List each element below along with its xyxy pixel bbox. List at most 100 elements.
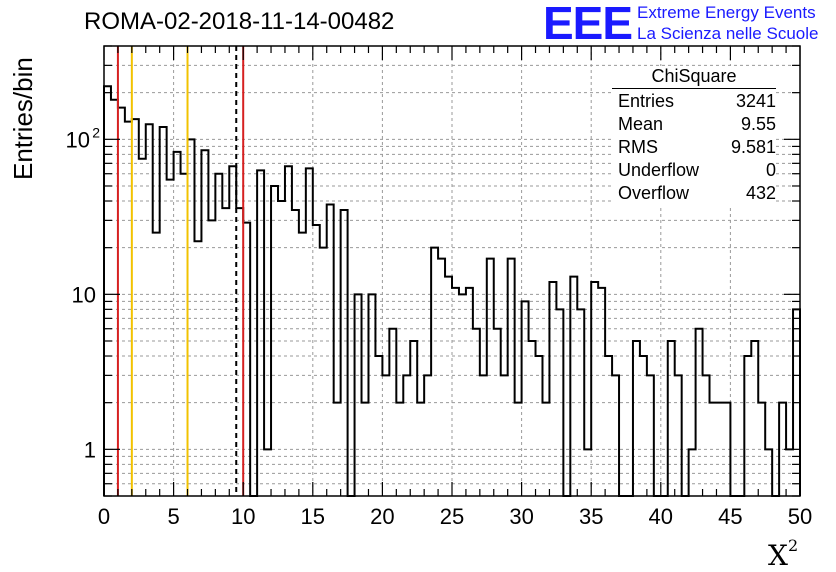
histogram-bin (487, 259, 494, 496)
histogram-bin (716, 403, 723, 496)
histogram-bin (598, 288, 605, 496)
histogram-bin (438, 259, 445, 496)
histogram-bin (132, 119, 139, 496)
histogram-bin (278, 201, 285, 496)
histogram-bin (494, 329, 501, 496)
histogram-bin (368, 294, 375, 496)
histogram-bin (689, 449, 696, 496)
logo-line-1: Extreme Energy Events (637, 3, 816, 22)
histogram-bin (160, 127, 167, 496)
histogram-bin (633, 341, 640, 496)
histogram-bin (577, 309, 584, 496)
y-axis-label: Entries/bin (8, 57, 38, 180)
histogram-bin (257, 170, 264, 496)
y-tick-label: 10 (66, 127, 90, 152)
histogram-bin (744, 356, 751, 496)
stats-box: ChiSquare Entries 3241 Mean 9.55 RMS 9.581 … (612, 66, 776, 205)
histogram-bin (605, 356, 612, 496)
stats-row-entries: Entries 3241 (618, 91, 776, 111)
logo-line-2: La Scienza nelle Scuole (637, 24, 819, 43)
histogram-bin (285, 166, 292, 496)
histogram-bin (591, 282, 598, 496)
histogram-bin (236, 208, 243, 496)
histogram-bin (146, 124, 153, 496)
histogram-bin (765, 449, 772, 496)
histogram-bin (466, 288, 473, 496)
x-tick-label: 10 (231, 504, 255, 529)
histogram-bin (188, 139, 195, 496)
histogram-bin (320, 248, 327, 496)
histogram-bin (111, 100, 118, 496)
histogram-bin (222, 208, 229, 496)
x-tick-label: 15 (301, 504, 325, 529)
histogram-bin (208, 220, 215, 496)
histogram-bin (584, 449, 591, 496)
histogram-bin (703, 375, 710, 496)
x-tick-label: 0 (98, 504, 110, 529)
histogram-bin (194, 241, 201, 496)
stats-row-rms: RMS 9.581 (618, 137, 776, 157)
stats-title: ChiSquare (612, 66, 776, 89)
histogram-bin (751, 341, 758, 496)
histogram-bin (786, 449, 793, 496)
histogram-bin (549, 282, 556, 496)
histogram-bin (334, 403, 341, 496)
x-tick-label: 25 (440, 504, 464, 529)
histogram-bin (313, 225, 320, 496)
eee-logo: EEE (543, 0, 633, 49)
histogram-bin (675, 375, 682, 496)
histogram-bin (445, 277, 452, 496)
histogram-bin (529, 341, 536, 496)
x-tick-label: 5 (167, 504, 179, 529)
histogram-bin (355, 294, 362, 496)
histogram-bin (243, 223, 250, 496)
histogram-bin (522, 301, 529, 496)
histogram-bin (410, 341, 417, 496)
x-tick-label: 50 (788, 504, 812, 529)
histogram-bin (723, 403, 730, 496)
histogram-bin (362, 403, 369, 496)
histogram-bin (201, 150, 208, 496)
histogram-bin (181, 174, 188, 496)
histogram-bin (215, 174, 222, 496)
histogram-bin (459, 294, 466, 496)
histogram-bin (758, 403, 765, 496)
histogram-bin (536, 356, 543, 496)
histogram-bin (647, 375, 654, 496)
histogram-bin (417, 403, 424, 496)
x-tick-label: 35 (579, 504, 603, 529)
histogram-bin (174, 152, 181, 496)
histogram-bin (570, 277, 577, 496)
histogram-bin (306, 168, 313, 496)
histogram-bin (292, 210, 299, 496)
histogram-bin (118, 108, 125, 496)
histogram-bin (375, 356, 382, 496)
reference-lines-layer (116, 46, 245, 496)
histogram-bin (327, 204, 334, 496)
histogram-bin (480, 375, 487, 496)
histogram-bin (452, 288, 459, 496)
histogram-bin (696, 329, 703, 496)
x-tick-label: 30 (509, 504, 533, 529)
stats-row-underflow: Underflow 0 (618, 160, 776, 180)
histogram-bin (542, 403, 549, 496)
histogram-layer (103, 85, 801, 497)
y-tick-label-exponent: 2 (92, 124, 100, 140)
stats-row-mean: Mean 9.55 (618, 114, 776, 134)
histogram-bin (264, 449, 271, 496)
histogram-bin (341, 210, 348, 496)
histogram-bin (473, 329, 480, 496)
histogram-bin (389, 329, 396, 496)
histogram-bin (299, 233, 306, 496)
histogram-bin (229, 166, 236, 496)
histogram-bin (556, 309, 563, 496)
histogram-bin (501, 375, 508, 496)
histogram-bin (271, 186, 278, 496)
histogram-bin (167, 180, 174, 496)
histogram-bin (403, 375, 410, 496)
histogram-bin (515, 403, 522, 496)
histogram-bin (431, 248, 438, 496)
x-tick-label: 40 (649, 504, 673, 529)
